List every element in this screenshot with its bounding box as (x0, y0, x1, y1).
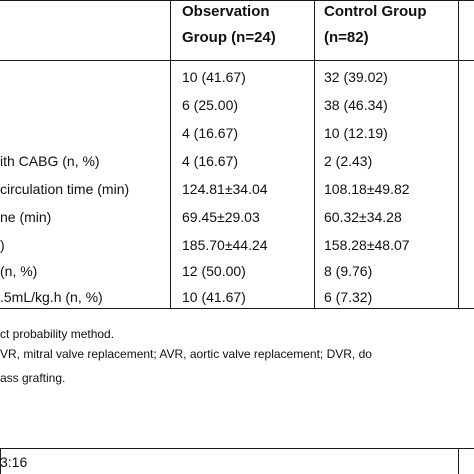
row-label: .5mL/kg.h (n, %) (0, 289, 103, 305)
row-label: (n, %) (0, 263, 38, 279)
footer-divider-rule (0, 448, 474, 449)
control-value: 6 (7.32) (324, 289, 373, 305)
observation-value: 10 (41.67) (182, 69, 246, 85)
footer-divider-left (0, 448, 1, 474)
control-value: 8 (9.76) (324, 263, 373, 279)
column-divider-2 (314, 0, 315, 308)
row-label: circulation time (min) (0, 181, 130, 197)
observation-value: 12 (50.00) (182, 263, 246, 279)
observation-value: 185.70±44.24 (182, 237, 268, 253)
row-label: ) (0, 237, 5, 253)
observation-value: 10 (41.67) (182, 289, 246, 305)
control-value: 108.18±49.82 (324, 181, 410, 197)
control-value: 60.32±34.28 (324, 209, 402, 225)
header-observation-line-1: Observation (182, 3, 270, 20)
observation-value: 4 (16.67) (182, 125, 239, 141)
header-observation-line-2: Group (n=24) (182, 29, 276, 46)
control-value: 2 (2.43) (324, 153, 373, 169)
observation-value: 6 (25.00) (182, 97, 239, 113)
control-value: 158.28±48.07 (324, 237, 410, 253)
observation-value: 4 (16.67) (182, 153, 239, 169)
control-value: 10 (12.19) (324, 125, 388, 141)
column-divider-3 (458, 0, 459, 308)
footer-time: 3:16 (0, 454, 28, 470)
control-value: 32 (39.02) (324, 69, 388, 85)
footer-divider-right (458, 448, 459, 474)
column-divider-1 (170, 0, 171, 308)
table-note-line-1: ct probability method. (0, 327, 115, 341)
row-label: ne (min) (0, 209, 52, 225)
table-note-line-3: ass grafting. (0, 371, 66, 385)
header-bottom-rule (0, 60, 474, 61)
observation-value: 124.81±34.04 (182, 181, 268, 197)
control-value: 38 (46.34) (324, 97, 388, 113)
row-label: ith CABG (n, %) (0, 153, 100, 169)
observation-value: 69.45±29.03 (182, 209, 260, 225)
table-top-rule (0, 0, 474, 1)
header-control-line-2: (n=82) (324, 29, 369, 46)
table-note-line-2: VR, mitral valve replacement; AVR, aorti… (0, 347, 372, 361)
table-bottom-rule (0, 308, 474, 309)
header-control-line-1: Control Group (324, 3, 427, 20)
